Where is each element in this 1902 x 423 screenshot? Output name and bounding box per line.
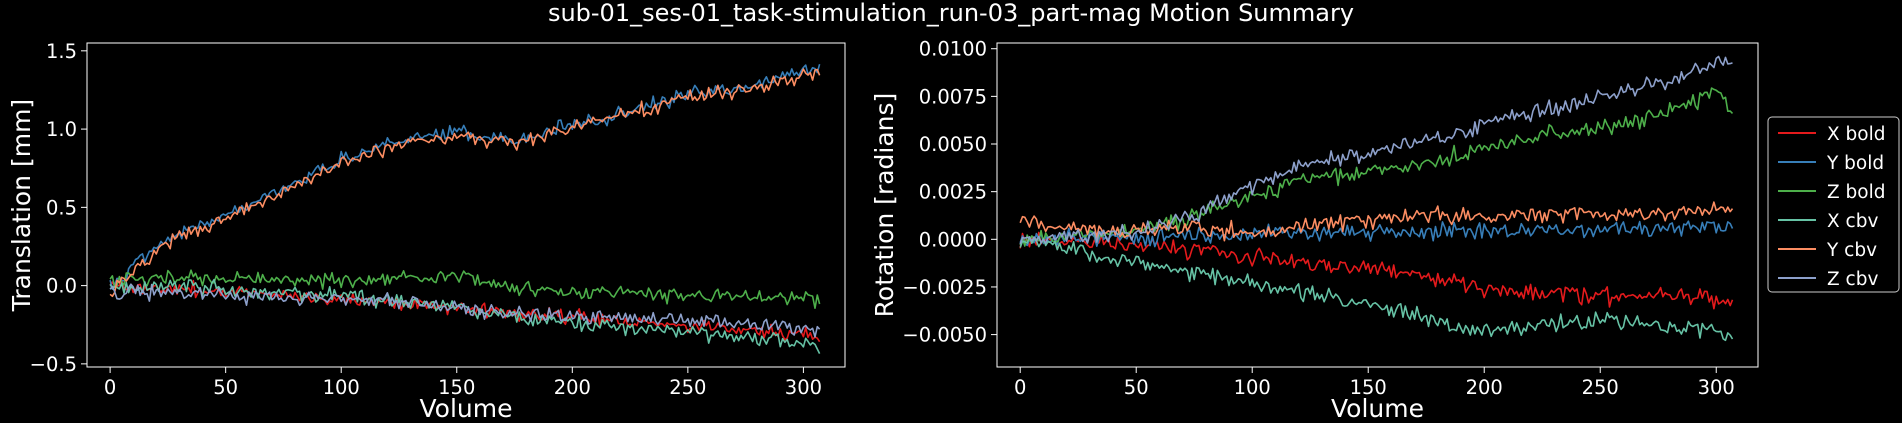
- legend-label: Z cbv: [1827, 269, 1878, 290]
- y-tick-label: −0.0025: [902, 276, 987, 299]
- series-line-x-cbv: [1019, 236, 1734, 342]
- y-tick-label: 0.0025: [919, 181, 987, 204]
- legend: X bold Y bold Z bold X cbv Y cbv Z cbv: [1767, 116, 1900, 293]
- y-tick-label: 0.5: [46, 196, 77, 219]
- y-tick-label: 0.0050: [919, 133, 987, 156]
- series-line-y-bold: [109, 63, 821, 291]
- y-axis-label: Translation [mm]: [7, 99, 36, 312]
- y-tick-label: −0.0050: [902, 324, 987, 347]
- y-tick-label: 1.5: [46, 40, 77, 63]
- series-line-y-cbv: [109, 68, 821, 298]
- series-line-z-cbv: [109, 283, 821, 338]
- legend-label: X bold: [1827, 124, 1886, 145]
- plot-frame: [86, 42, 846, 368]
- y-tick-label: 0.0075: [919, 85, 987, 108]
- x-tick-label: 50: [1124, 376, 1149, 399]
- x-tick-label: 150: [1350, 376, 1387, 399]
- plot-frame: [996, 42, 1759, 368]
- legend-label: X cbv: [1827, 211, 1878, 232]
- series-line-y-cbv: [1019, 201, 1734, 242]
- x-tick-label: 0: [104, 376, 116, 399]
- series-line-x-cbv: [109, 278, 821, 354]
- x-tick-label: 250: [669, 376, 706, 399]
- series-line-z-bold: [1019, 87, 1734, 247]
- x-tick-label: 300: [1698, 376, 1735, 399]
- x-tick-label: 0: [1014, 376, 1026, 399]
- x-tick-label: 250: [1582, 376, 1619, 399]
- x-tick-label: 200: [1466, 376, 1503, 399]
- y-tick-label: 0.0000: [919, 228, 987, 251]
- series-line-z-bold: [109, 269, 821, 310]
- legend-label: Y bold: [1826, 153, 1884, 174]
- legend-label: Y cbv: [1826, 240, 1877, 261]
- series-line-z-cbv: [1019, 55, 1733, 245]
- x-axis-label: Volume: [420, 394, 513, 423]
- series-line-x-bold: [1019, 231, 1734, 310]
- y-tick-label: 0.0100: [919, 38, 987, 61]
- y-tick-label: 0.0: [46, 275, 77, 298]
- x-tick-label: 300: [785, 376, 822, 399]
- legend-label: Z bold: [1827, 182, 1886, 203]
- x-axis-label: Volume: [1331, 394, 1424, 423]
- x-tick-label: 100: [1234, 376, 1271, 399]
- x-tick-label: 150: [438, 376, 475, 399]
- y-tick-label: 1.0: [46, 118, 77, 141]
- translation-plot: 0 50 100 150 200 250 300 −0.5 0.0 0.5 1.0 1.5 Volume…: [7, 40, 846, 423]
- x-tick-label: 100: [323, 376, 360, 399]
- y-axis-label: Rotation [radians]: [870, 93, 899, 318]
- rotation-plot: 0 50 100 150 200 250 300 −0.0050 −0.0025 0.0000 0.…: [870, 38, 1759, 423]
- chart-title: sub-01_ses-01_task-stimulation_run-03_pa…: [547, 0, 1355, 27]
- x-tick-label: 200: [554, 376, 591, 399]
- y-tick-label: −0.5: [30, 353, 77, 376]
- series-line-y-bold: [1019, 220, 1734, 248]
- x-tick-label: 50: [213, 376, 238, 399]
